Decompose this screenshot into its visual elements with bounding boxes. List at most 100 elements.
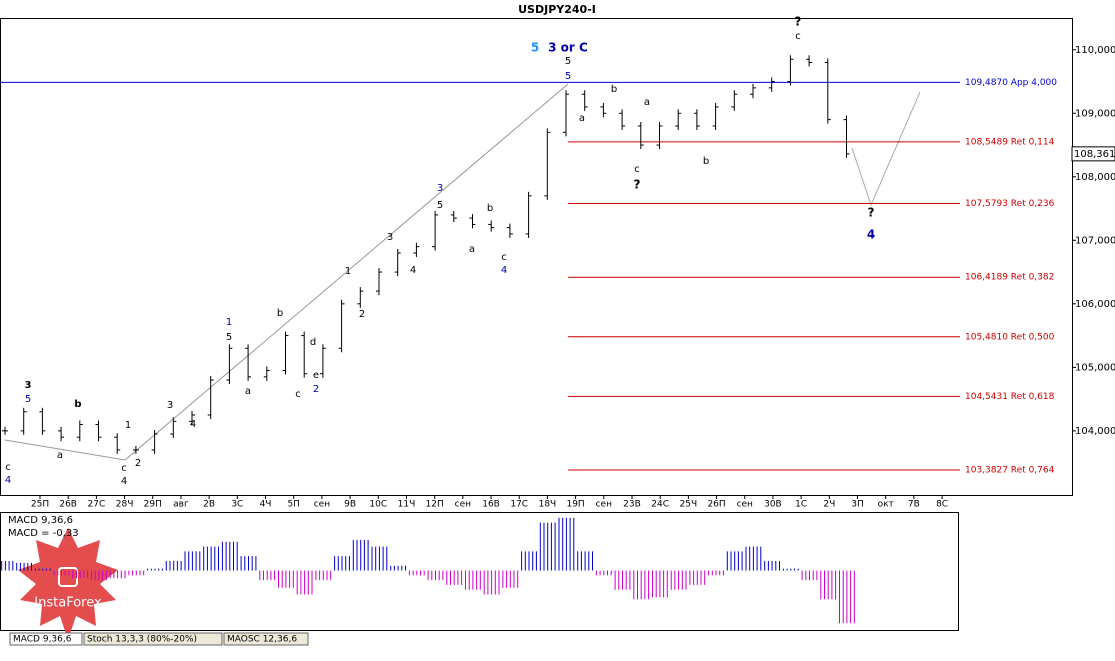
indicator-tab-label: MAOSC 12,36,6 — [227, 635, 297, 645]
wave-label: a — [579, 113, 585, 124]
macd-value: MACD = -0,33 — [8, 528, 79, 539]
x-tick-label: 10С — [369, 500, 387, 510]
x-tick-label: авг — [173, 500, 189, 510]
level-label: 103,3827 Ret 0,764 — [965, 466, 1055, 476]
wave-label: 4 — [190, 419, 196, 430]
wave-label: b — [703, 156, 709, 167]
level-label: 109,4870 App 4,000 — [965, 78, 1057, 88]
wave-label: d — [310, 337, 316, 348]
logo-star — [18, 528, 118, 640]
wave-label: e — [313, 370, 319, 381]
wave-label: 3 — [25, 380, 32, 391]
x-tick-label: 2В — [203, 500, 215, 510]
chart-title: USDJPY240-I — [518, 3, 596, 16]
wave-label: ? — [868, 206, 875, 220]
indicator-tab-label: Stoch 13,3,3 (80%-20%) — [87, 635, 197, 645]
wave-label: 2 — [135, 458, 141, 469]
wave-label: b — [74, 399, 81, 410]
wave-label: 5 — [531, 41, 539, 55]
wave-label: 4 — [5, 475, 11, 486]
x-tick-label: окт — [878, 500, 894, 510]
wave-label: 4 — [501, 265, 507, 276]
y-tick-label: 106,000 — [1075, 299, 1115, 310]
wave-label: 2 — [359, 309, 365, 320]
x-tick-label: сен — [596, 500, 612, 510]
wave-label: ? — [795, 15, 802, 29]
macd-frame — [0, 512, 959, 631]
indicator-tab — [223, 632, 309, 646]
y-tick-label: 108,000 — [1075, 172, 1115, 183]
x-tick-label: сен — [314, 500, 330, 510]
wave-label: 1 — [226, 317, 232, 328]
wave-label: c — [501, 252, 507, 263]
y-tick-label: 104,000 — [1075, 426, 1115, 437]
x-tick-label: 30В — [764, 500, 782, 510]
wave-label: b — [611, 84, 617, 95]
indicator-tab — [83, 632, 223, 646]
x-tick-label: 26В — [59, 500, 77, 510]
x-tick-label: 8С — [936, 500, 948, 510]
level-label: 104,5431 Ret 0,618 — [965, 392, 1055, 402]
wave-label: 3 — [387, 232, 393, 243]
x-tick-label: 3С — [231, 500, 243, 510]
x-tick-label: 24С — [651, 500, 669, 510]
wave-label: 1 — [125, 420, 131, 431]
x-tick-label: сен — [455, 500, 471, 510]
level-label: 107,5793 Ret 0,236 — [965, 199, 1055, 209]
y-tick-label: 110,000 — [1075, 45, 1115, 56]
x-tick-label: 18Ч — [539, 500, 557, 510]
wave-label: c — [634, 164, 640, 175]
x-tick-label: 27С — [88, 500, 106, 510]
x-tick-label: 7В — [908, 500, 920, 510]
wave-label: a — [469, 244, 475, 255]
wave-label: c — [795, 31, 801, 42]
indicator-tab-label: MACD 9,36,6 — [13, 635, 72, 645]
price-frame — [0, 18, 1073, 496]
x-tick-label: 19П — [566, 500, 584, 510]
y-tick-label: 107,000 — [1075, 235, 1115, 246]
x-tick-label: 9В — [344, 500, 356, 510]
wave-label: 5 — [565, 71, 571, 82]
wave-label: b — [277, 308, 283, 319]
x-tick-label: 25П — [31, 500, 49, 510]
level-label: 106,4189 Ret 0,382 — [965, 273, 1054, 283]
x-tick-label: 12П — [426, 500, 444, 510]
x-tick-label: 5П — [287, 500, 300, 510]
wave-label: c — [295, 389, 301, 400]
wave-label: 2 — [313, 384, 319, 395]
wave-label: 4 — [121, 476, 127, 487]
x-tick-label: 23В — [623, 500, 641, 510]
level-label: 108,5489 Ret 0,114 — [965, 137, 1055, 147]
x-tick-label: 11Ч — [398, 500, 416, 510]
wave-label: a — [644, 97, 650, 108]
wave-label: c — [5, 462, 11, 473]
wave-label: 3 — [167, 400, 173, 411]
y-tick-label: 109,000 — [1075, 108, 1115, 119]
wave-label: c — [121, 463, 127, 474]
wave-label: 1 — [345, 266, 351, 277]
x-tick-label: 1С — [795, 500, 807, 510]
wave-label: 5 — [25, 394, 31, 405]
level-label: 105,4810 Ret 0,500 — [965, 332, 1055, 342]
x-tick-label: сен — [737, 500, 753, 510]
current-price-box — [1071, 146, 1115, 162]
x-tick-label: 28Ч — [116, 500, 134, 510]
x-tick-label: 16В — [482, 500, 500, 510]
wave-label: a — [57, 450, 63, 461]
wave-label: 5 — [226, 332, 232, 343]
x-tick-label: 17С — [510, 500, 528, 510]
wave-label: a — [245, 386, 251, 397]
wave-label: ? — [634, 178, 641, 192]
forecast-path — [851, 91, 921, 207]
wave-label: 3 — [437, 183, 443, 194]
channel-line — [4, 83, 569, 461]
x-tick-label: 25Ч — [680, 500, 698, 510]
indicator-tab — [9, 632, 83, 646]
current-price-label: 108,361 — [1074, 149, 1115, 160]
wave-label: 3 or C — [548, 41, 588, 55]
macd-label: MACD 9,36,6 — [8, 515, 73, 526]
logo-text: InstaForex — [34, 596, 102, 611]
